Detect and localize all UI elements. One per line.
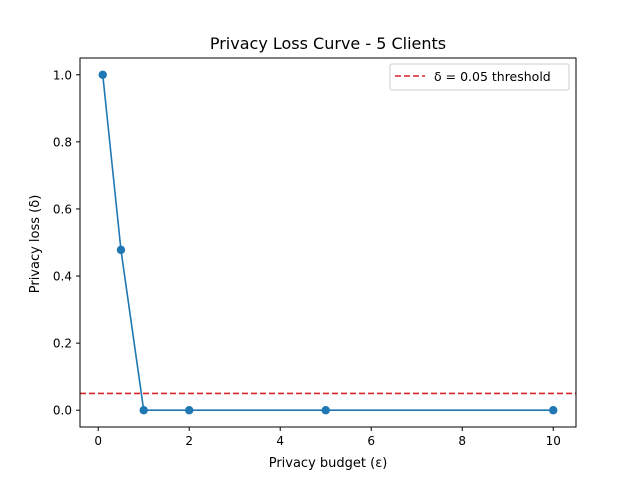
legend: δ = 0.05 threshold <box>389 63 570 91</box>
x-tick-label: 8 <box>458 434 466 448</box>
x-tick-label: 4 <box>276 434 284 448</box>
x-axis-label: Privacy budget (ε) <box>269 456 388 471</box>
y-tick-label: 0.0 <box>53 404 72 418</box>
chart-title: Privacy Loss Curve - 5 Clients <box>210 34 446 53</box>
y-tick-label: 1.0 <box>53 68 72 82</box>
y-tick-label: 0.2 <box>53 337 72 351</box>
x-tick-label: 6 <box>367 434 375 448</box>
legend-threshold-label: δ = 0.05 threshold <box>434 69 551 84</box>
y-tick-label: 0.6 <box>53 202 72 216</box>
y-tick-label: 0.8 <box>53 135 72 149</box>
x-tick-label: 2 <box>185 434 193 448</box>
axes-frame <box>79 57 577 428</box>
x-tick-label: 10 <box>546 434 561 448</box>
data-point <box>116 245 126 255</box>
data-point <box>185 406 194 415</box>
legend-box <box>389 63 570 91</box>
x-axis: 0 2 4 6 8 10 <box>94 427 561 448</box>
y-axis: 0.0 0.2 0.4 0.6 0.8 1.0 <box>53 68 80 418</box>
series-line <box>101 74 554 412</box>
data-point <box>321 406 330 415</box>
plot-area <box>80 70 576 415</box>
data-point <box>98 70 107 79</box>
x-tick-label: 0 <box>94 434 102 448</box>
data-point <box>139 406 148 415</box>
y-axis-label: Privacy loss (δ) <box>28 195 43 294</box>
y-tick-label: 0.4 <box>53 270 72 284</box>
data-point <box>549 406 558 415</box>
